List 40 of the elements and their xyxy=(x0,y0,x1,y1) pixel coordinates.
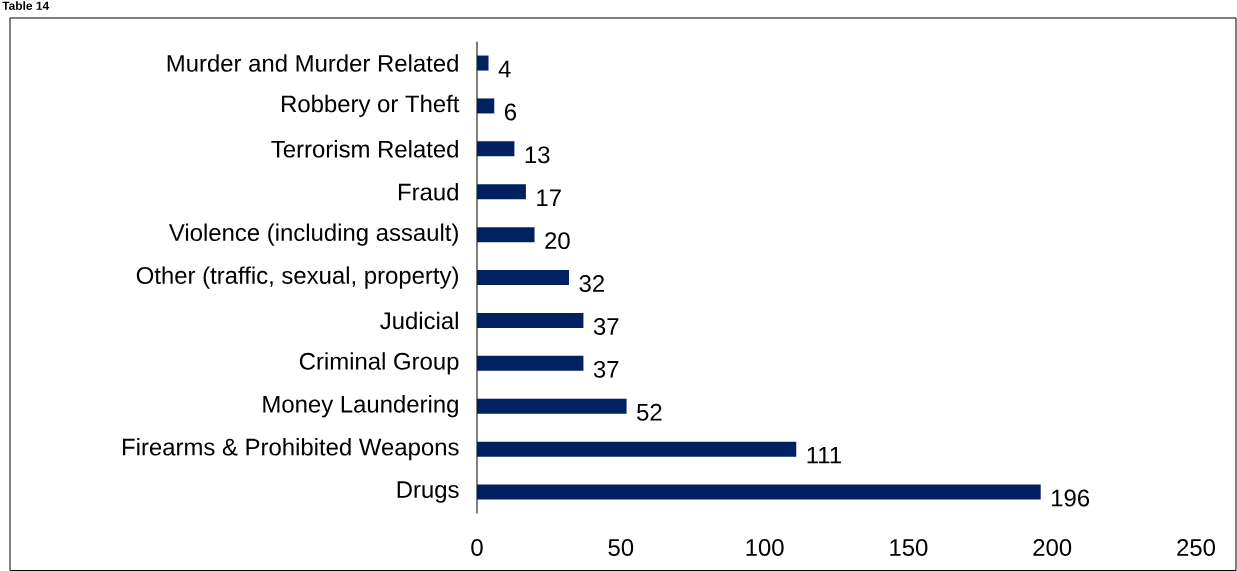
y-tick-label: Violence (including assault) xyxy=(168,223,458,246)
data-label: 13 xyxy=(525,146,550,164)
bar xyxy=(477,55,489,71)
x-tick-label: 100 xyxy=(746,539,784,556)
y-tick-label: Firearms & Prohibited Weapons xyxy=(123,438,459,461)
text: Table 14 xyxy=(2,1,50,10)
x-tick-label: 150 xyxy=(890,539,928,556)
data-label: 37 xyxy=(593,317,619,335)
bar xyxy=(477,141,515,157)
data-label: 17 xyxy=(537,189,561,206)
bar xyxy=(477,484,1041,500)
bar xyxy=(477,312,584,328)
x-tick-label: 250 xyxy=(1177,539,1216,556)
y-tick-label: Robbery or Theft xyxy=(282,94,460,118)
y-tick-label: Drugs xyxy=(397,481,459,503)
y-tick-label: Murder and Murder Related xyxy=(167,54,458,72)
data-label: 52 xyxy=(637,403,662,421)
y-tick-label: Money Laundering xyxy=(263,395,458,418)
data-label: 32 xyxy=(579,275,604,293)
y-tick-label: Judicial xyxy=(380,311,458,330)
bar xyxy=(477,441,797,457)
data-label: 111 xyxy=(807,446,841,464)
x-tick-label: 50 xyxy=(608,539,634,556)
y-tick-label: Criminal Group xyxy=(299,352,459,375)
bar xyxy=(477,398,627,414)
bar xyxy=(477,184,526,200)
data-label: 20 xyxy=(545,232,570,250)
bar xyxy=(477,355,584,371)
x-tick-label: 200 xyxy=(1033,539,1072,556)
data-label: 6 xyxy=(505,103,517,121)
y-tick-label: Terrorism Related xyxy=(271,140,458,158)
bar xyxy=(477,98,495,114)
data-label: 4 xyxy=(498,60,511,78)
data-label: 37 xyxy=(593,360,619,378)
bar xyxy=(477,227,535,243)
y-tick-label: Other (traffic, sexual, property) xyxy=(136,266,458,289)
data-label: 196 xyxy=(1052,489,1090,507)
y-tick-label: Fraud xyxy=(398,182,458,201)
x-tick-label: 0 xyxy=(471,539,483,556)
bar xyxy=(477,270,570,286)
